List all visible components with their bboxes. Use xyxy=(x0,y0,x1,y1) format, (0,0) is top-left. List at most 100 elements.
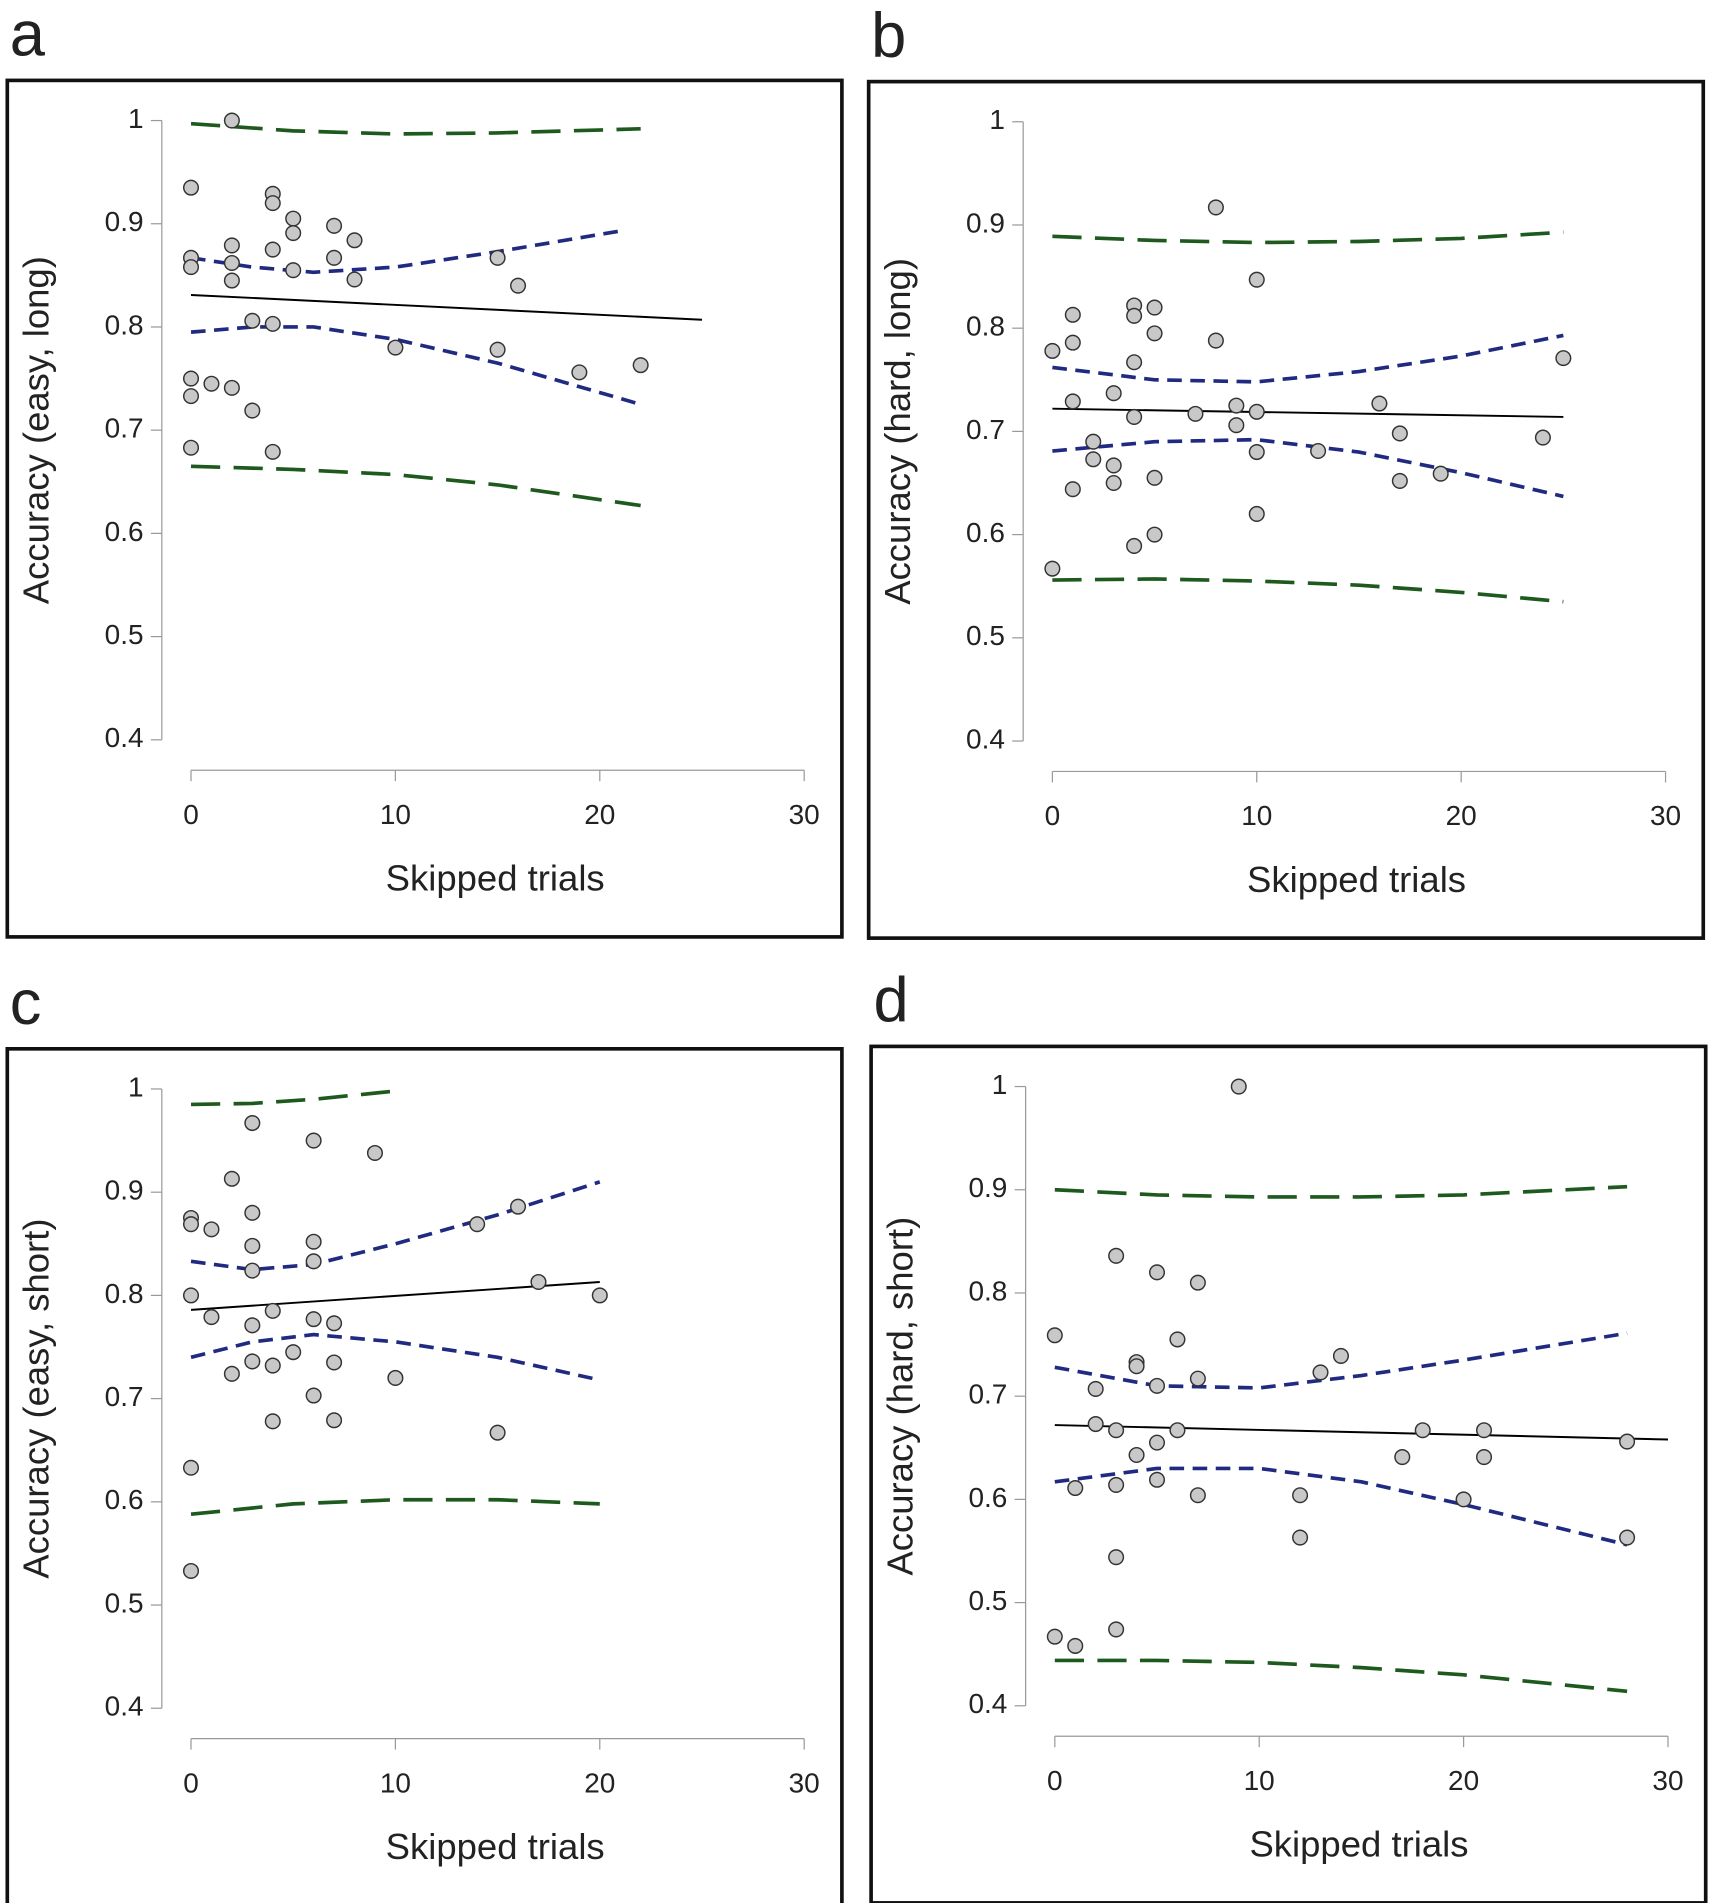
y-tick-label: 0.7 xyxy=(968,1379,1007,1410)
point xyxy=(366,1144,383,1161)
point xyxy=(632,357,649,374)
band-line xyxy=(190,464,641,508)
point xyxy=(1455,1491,1472,1508)
point xyxy=(1085,433,1102,450)
band-line xyxy=(1052,437,1564,499)
y-tick-label: 0.7 xyxy=(105,1381,144,1412)
y-tick-label: 1 xyxy=(128,103,144,134)
band-line xyxy=(190,229,621,275)
point xyxy=(244,1115,261,1132)
y-tick-label: 0.5 xyxy=(966,620,1005,651)
point xyxy=(1128,1358,1145,1375)
band-line xyxy=(1052,577,1564,604)
band-line xyxy=(1054,1658,1628,1694)
y-tick-label: 0.6 xyxy=(968,1482,1007,1513)
y-tick-label: 0.8 xyxy=(968,1275,1007,1306)
point xyxy=(326,1412,343,1429)
band-line xyxy=(1054,1466,1628,1547)
point xyxy=(1067,1480,1084,1497)
x-tick-label: 30 xyxy=(789,1767,820,1798)
point xyxy=(1046,1327,1063,1344)
point xyxy=(1394,1449,1411,1466)
point xyxy=(305,1132,322,1149)
point xyxy=(182,388,200,405)
point xyxy=(1555,350,1572,367)
point xyxy=(1476,1422,1493,1439)
y-tick-label: 0.8 xyxy=(105,309,144,340)
point xyxy=(1044,342,1061,359)
point xyxy=(530,1273,547,1291)
y-tick-label: 0.8 xyxy=(105,1278,144,1309)
point xyxy=(1146,325,1163,342)
x-tick-label: 0 xyxy=(183,799,199,830)
point xyxy=(1126,307,1143,324)
y-tick-label: 0.4 xyxy=(105,1691,144,1722)
band-line xyxy=(190,1180,601,1272)
point xyxy=(285,262,302,279)
point xyxy=(1476,1449,1493,1466)
y-tick-label: 0.9 xyxy=(966,207,1005,238)
point xyxy=(1312,1364,1329,1381)
point xyxy=(1228,397,1245,414)
point xyxy=(264,1413,281,1430)
band-line xyxy=(190,325,642,407)
y-tick-label: 0.8 xyxy=(966,311,1005,342)
point xyxy=(223,379,240,396)
point xyxy=(1534,429,1551,446)
y-axis-label: Accuracy (hard, short) xyxy=(879,1217,920,1576)
point xyxy=(182,1287,200,1304)
point xyxy=(305,1387,322,1404)
point xyxy=(1292,1487,1309,1504)
point xyxy=(244,402,261,419)
point xyxy=(1248,505,1265,522)
point xyxy=(1230,1078,1247,1095)
point xyxy=(1128,1446,1145,1464)
y-axis-label: Accuracy (hard, long) xyxy=(877,258,918,605)
point xyxy=(285,225,302,242)
y-tick-label: 1 xyxy=(992,1069,1008,1100)
x-tick-label: 20 xyxy=(1446,800,1477,831)
x-axis-label: Skipped trials xyxy=(386,1826,605,1867)
point xyxy=(1189,1370,1206,1387)
y-axis-label: Accuracy (easy, long) xyxy=(16,256,57,604)
x-axis-label: Skipped trials xyxy=(1249,1824,1468,1865)
point xyxy=(1146,299,1163,316)
point xyxy=(346,271,363,288)
point xyxy=(1146,469,1163,486)
point xyxy=(264,315,281,332)
panel-frame xyxy=(5,1047,844,1903)
point xyxy=(1148,1471,1166,1488)
point xyxy=(223,112,240,129)
point xyxy=(244,1317,261,1334)
x-tick-label: 30 xyxy=(1650,800,1681,831)
band-line xyxy=(1052,333,1564,384)
point xyxy=(1105,474,1122,492)
panel-frame xyxy=(5,78,844,939)
point xyxy=(326,217,343,234)
x-tick-label: 10 xyxy=(1241,800,1272,831)
point xyxy=(1105,457,1122,474)
point xyxy=(1126,354,1143,371)
point xyxy=(326,249,343,266)
point xyxy=(387,1369,404,1386)
point xyxy=(1087,1416,1104,1433)
point xyxy=(285,1344,302,1361)
point xyxy=(1391,425,1408,442)
point xyxy=(1619,1433,1636,1450)
x-tick-label: 30 xyxy=(1652,1765,1683,1796)
point xyxy=(1108,1247,1125,1264)
point xyxy=(1087,1380,1104,1397)
band-line xyxy=(190,121,641,136)
point xyxy=(1064,393,1081,410)
y-tick-label: 0.9 xyxy=(105,206,144,237)
band-line xyxy=(190,1332,601,1382)
y-tick-label: 0.7 xyxy=(105,413,144,444)
point xyxy=(244,1353,261,1370)
point xyxy=(1189,1274,1206,1291)
panel-label: b xyxy=(871,1,906,71)
point xyxy=(182,1459,200,1476)
point xyxy=(1189,1487,1206,1504)
